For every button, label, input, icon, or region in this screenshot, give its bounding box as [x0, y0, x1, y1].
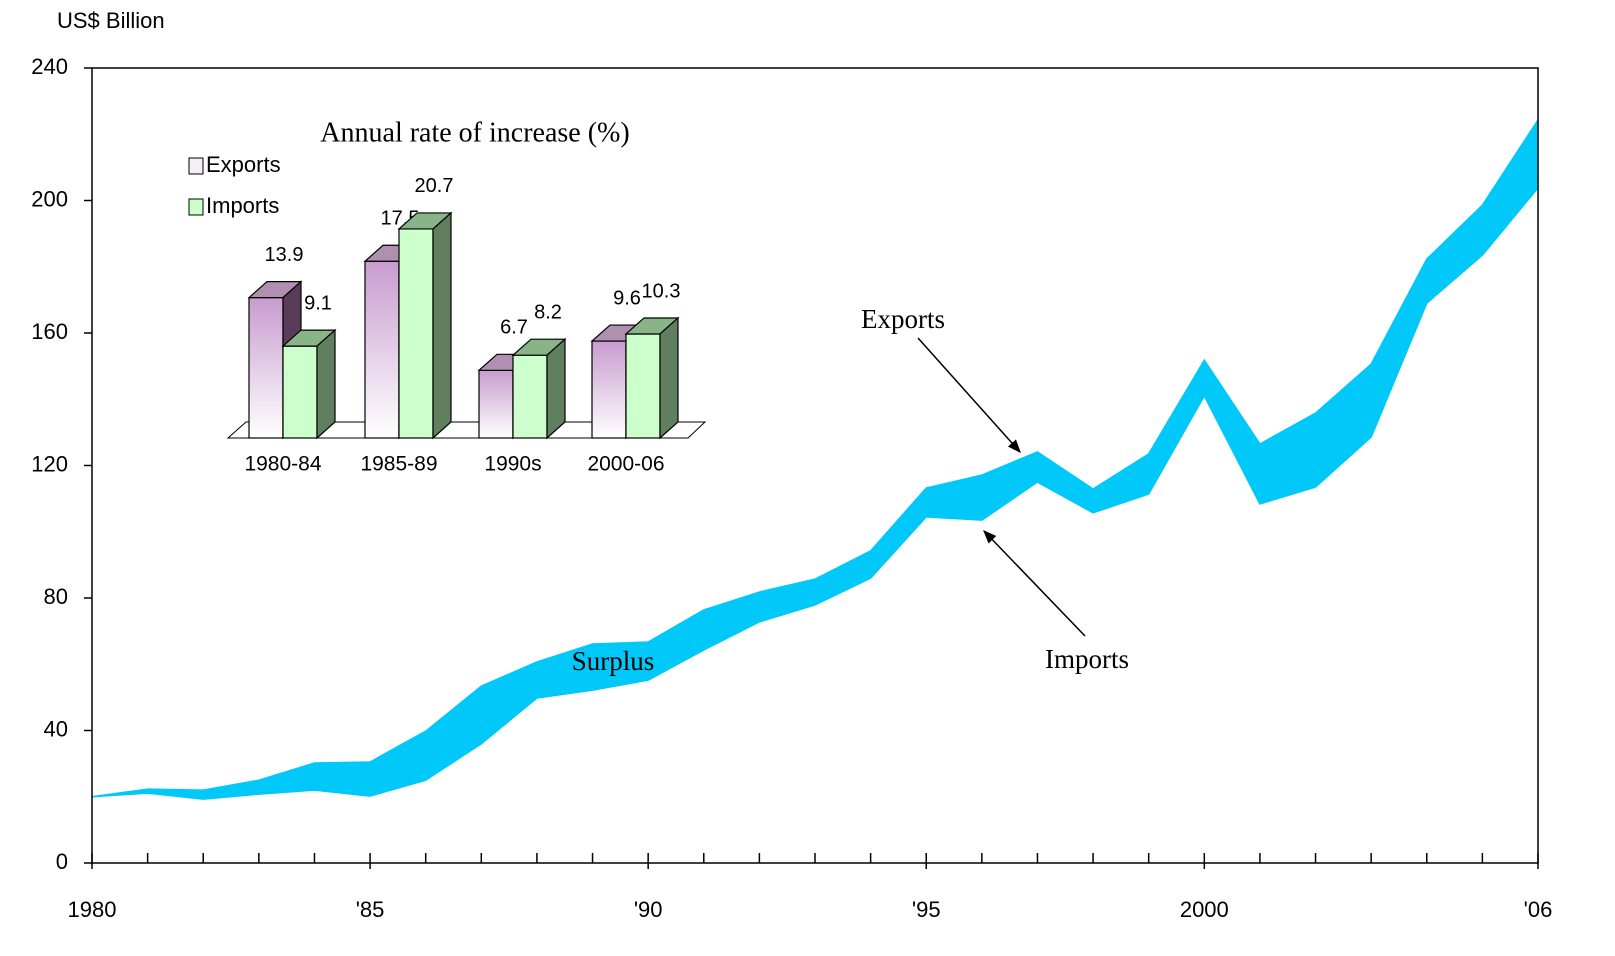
- bar-front: [364, 260, 400, 439]
- legend-label: Exports: [206, 152, 281, 177]
- category-label: 1985-89: [360, 453, 437, 476]
- bar-side: [659, 316, 679, 440]
- category-label: 2000-06: [587, 453, 664, 476]
- x-tick-label: '95: [912, 897, 941, 922]
- x-tick-label: '90: [634, 897, 663, 922]
- bar-front: [512, 354, 548, 439]
- x-tick-label: '85: [356, 897, 385, 922]
- bar-front: [478, 369, 514, 439]
- bar-front: [398, 228, 434, 439]
- y-tick-label: 200: [31, 186, 68, 211]
- bar: [511, 337, 567, 440]
- bar-front: [282, 345, 318, 439]
- value-label: 6.7: [500, 317, 528, 339]
- bar: [247, 280, 303, 440]
- x-tick-label: 1980: [68, 897, 117, 922]
- series-line: [91, 187, 1539, 800]
- inset-chart: 13.99.11980-8417.520.71985-896.78.21990s…: [188, 152, 707, 476]
- inset-title: Annual rate of increase (%): [320, 117, 629, 148]
- bar-side: [432, 211, 452, 440]
- y-tick-label: 120: [31, 451, 68, 476]
- imports-annotation: Imports: [1045, 644, 1129, 674]
- value-label: 10.3: [642, 280, 681, 302]
- value-label: 20.7: [415, 175, 454, 197]
- value-label: 9.1: [304, 292, 332, 314]
- y-axis-label: US$ Billion: [57, 8, 165, 33]
- bar-front: [248, 297, 284, 439]
- bar: [397, 211, 453, 440]
- category-label: 1990s: [484, 453, 541, 476]
- y-tick-label: 40: [44, 716, 68, 741]
- surplus-band: [92, 120, 1538, 800]
- bar-side: [546, 337, 566, 440]
- surplus-annotation: Surplus: [572, 646, 655, 676]
- value-label: 13.9: [265, 244, 304, 266]
- bar: [281, 328, 337, 440]
- bar-front: [591, 340, 627, 439]
- imports-arrow: [983, 530, 1086, 637]
- x-tick-label: 2000: [1180, 897, 1229, 922]
- legend-swatch: [188, 198, 204, 216]
- plot: 0 40 80 120 160 200 240 1980 '85 '90 '95 2000 '06: [31, 54, 1552, 922]
- value-label: 8.2: [534, 301, 562, 323]
- exports-annotation: Exports: [861, 304, 945, 334]
- category-label: 1980-84: [244, 453, 321, 476]
- series-line: [91, 119, 1539, 798]
- value-label: 9.6: [613, 287, 641, 309]
- legend-label: Imports: [206, 193, 279, 218]
- exports-arrow: [917, 337, 1021, 454]
- x-tick-label: '06: [1524, 897, 1553, 922]
- y-tick-label: 0: [56, 849, 68, 874]
- bar-front: [625, 333, 661, 439]
- legend-swatch: [188, 157, 204, 175]
- y-tick-label: 240: [31, 54, 68, 79]
- bar-side: [316, 328, 336, 440]
- y-tick-label: 80: [44, 584, 68, 609]
- bar: [624, 316, 680, 440]
- y-tick-label: 160: [31, 319, 68, 344]
